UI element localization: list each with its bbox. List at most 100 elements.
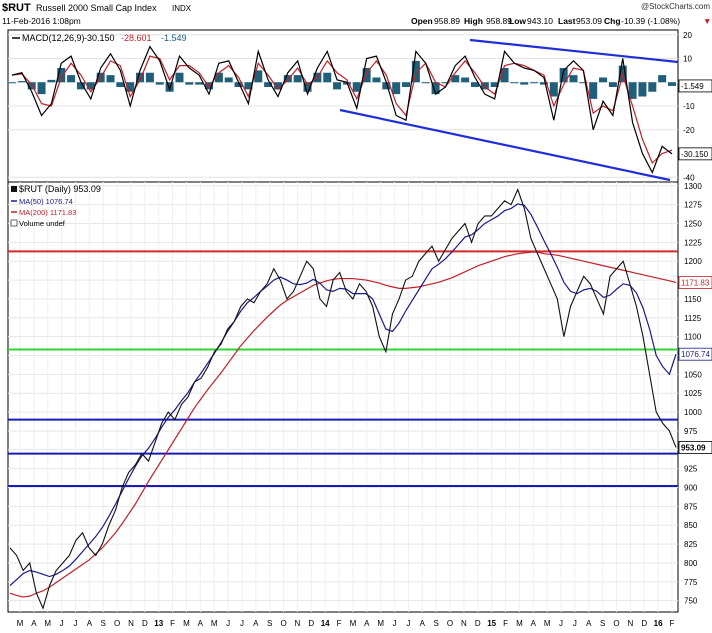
x-tick-label: J (573, 619, 577, 628)
x-tick-label: F (337, 619, 342, 628)
macd-hist-bar (589, 82, 598, 99)
x-tick-label: O (114, 619, 120, 628)
macd-hist-bar (323, 72, 332, 83)
price-y-tick-label: 1125 (684, 314, 702, 323)
macd-hist-bar (195, 82, 204, 85)
macd-hist-bar (155, 82, 164, 85)
price-y-tick-label: 850 (684, 521, 698, 530)
x-tick-label: M (183, 619, 190, 628)
macd-line (11, 45, 673, 174)
macd-hist-bar (668, 82, 676, 86)
macd-hist-bar (510, 82, 519, 84)
x-tick-label: J (226, 619, 230, 628)
x-tick-label: M (44, 619, 51, 628)
price-y-tick-label: 1025 (684, 389, 702, 398)
macd-hist-bar (106, 75, 115, 83)
price-value-tag-box (678, 441, 712, 454)
symbol-text: $RUT (2, 2, 31, 14)
macd-hist-bar (451, 75, 460, 83)
macd-hist-bar (638, 82, 647, 97)
macd-legend-signal-value: -28.601 (121, 33, 152, 43)
chart-header: $RUT Russell 2000 Small Cap Index INDX @… (2, 2, 711, 26)
macd-hist-bar (539, 82, 548, 85)
price-legend: $RUT (Daily) 953.09 MA(50) 1076.74 MA(20… (10, 184, 101, 228)
price-value-tag-box (678, 347, 712, 361)
macd-hist-bar (116, 82, 125, 87)
x-tick-label: F (503, 619, 508, 628)
price-y-tick-label: 1200 (684, 257, 702, 266)
x-tick-label: N (295, 619, 301, 628)
x-tick-label: S (433, 619, 438, 628)
price-value-tags: 1171.83 1076.74 953.09 (678, 276, 712, 454)
macd-hist-bar (372, 77, 381, 83)
macd-hist-bar (441, 82, 450, 84)
x-tick-label: O (280, 619, 286, 628)
x-tick-label: M (350, 619, 357, 628)
macd-value-tag-label: -30.150 (681, 150, 709, 159)
macd-lower-channel-line (339, 108, 671, 182)
macd-hist-bar (76, 82, 85, 90)
macd-signal-line (11, 55, 673, 165)
macd-hist-bar (254, 70, 263, 83)
macd-value-tags: -1.549 -30.150 (678, 79, 712, 161)
x-tick-label: M (211, 619, 218, 628)
x-tick-label: A (420, 619, 426, 628)
x-tick-label: N (128, 619, 134, 628)
macd-hist-bar (382, 82, 391, 90)
price-value-tag-label: 1076.74 (681, 350, 710, 359)
x-tick-label: O (613, 619, 619, 628)
x-tick-label: J (406, 619, 410, 628)
macd-hist-bar (283, 75, 292, 83)
x-tick-label: A (31, 619, 37, 628)
rut-legend-swatch (11, 186, 17, 192)
macd-hist-bar (599, 77, 608, 83)
price-frame (7, 181, 679, 613)
x-tick-label: J (393, 619, 397, 628)
macd-hist-bar (480, 82, 489, 90)
price-y-tick-label: 975 (684, 427, 698, 436)
ma50-line (9, 203, 677, 587)
price-y-tick-label: 1000 (684, 408, 702, 417)
low-value: 943.10 (527, 16, 553, 26)
macd-hist-bar (175, 72, 184, 83)
macd-hist-bar (47, 79, 56, 83)
macd-hist-bar (628, 82, 637, 99)
macd-hist-bar (303, 82, 312, 92)
macd-hist-bar (86, 82, 95, 90)
x-axis: M A M J J A S O N D 13 F M A M J J A S O N D 14 F M A M J J A S O N D 15 F M… (17, 619, 675, 628)
macd-upper-channel-line (469, 38, 679, 64)
macd-y-tick-label: -40 (683, 173, 695, 182)
macd-legend-label: MACD(12,26,9) (22, 33, 85, 43)
macd-hist-bar (658, 75, 667, 83)
macd-hist-bar (224, 77, 233, 83)
x-tick-label: S (267, 619, 272, 628)
x-tick-label: D (308, 619, 314, 628)
macd-hist-bar (530, 82, 539, 84)
macd-y-tick-label: 20 (683, 31, 692, 40)
price-panel: 1300127512501225120011751150112511001075… (7, 181, 712, 628)
last-value: 953.09 (576, 16, 602, 26)
macd-hist-bar (264, 82, 273, 87)
price-y-axis: 1300127512501225120011751150112511001075… (684, 182, 702, 606)
macd-hist-bar (67, 75, 76, 83)
macd-hist-bar (293, 75, 302, 83)
macd-hist-bar (520, 82, 529, 85)
x-tick-label: A (531, 619, 537, 628)
ma200-legend-label: MA(200) 1171.83 (19, 208, 76, 217)
macd-legend: MACD(12,26,9) -30.150 -28.601 -1.549 (12, 33, 187, 43)
chg-label: Chg (604, 16, 621, 26)
macd-hist-bar (431, 82, 440, 95)
low-label: Low (509, 16, 526, 26)
x-tick-label: A (253, 619, 259, 628)
macd-hist-bar (402, 82, 411, 87)
ma200-line (9, 251, 677, 598)
macd-hist-bar (205, 82, 214, 90)
macd-hist-bar (569, 75, 578, 83)
macd-y-tick-label: -20 (683, 126, 695, 135)
price-horizontal-levels (8, 250, 678, 488)
x-tick-label: D (475, 619, 481, 628)
x-tick-label: J (60, 619, 64, 628)
x-tick-label: D (641, 619, 647, 628)
volume-legend-swatch (10, 219, 18, 227)
exchange-text: INDX (172, 4, 192, 13)
